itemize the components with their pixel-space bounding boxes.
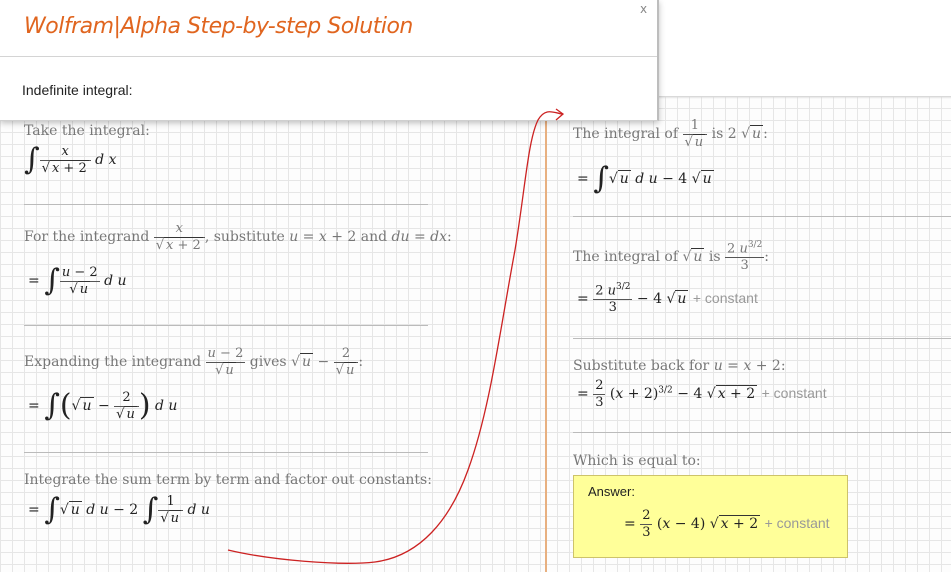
window-title: Wolfram|Alpha Step-by-step Solution: [24, 14, 413, 39]
header-panel: Wolfram|Alpha Step-by-step Solution Inde…: [0, 0, 659, 121]
step-1-text: Take the integral:: [24, 123, 150, 139]
step-7-divider: [573, 432, 951, 433]
step-5-divider: [573, 216, 951, 217]
step-6-math: = 2 u3/2 3 − 4 √ u + constant: [577, 282, 758, 315]
step-4-math: = ∫√ u d u − 2 ∫ 1 √ u d u: [28, 492, 210, 528]
step-8-text: Which is equal to:: [573, 453, 701, 469]
step-7-text: Substitute back for u = x + 2:: [573, 358, 786, 374]
constant-term: + constant: [764, 515, 830, 532]
answer-label: Answer:: [588, 484, 635, 499]
close-button[interactable]: x: [640, 2, 648, 16]
step-6-text: The integral of √ u is 2 u3/2 3:: [573, 240, 770, 273]
step-5-math: = ∫√ u d u − 4 √ u: [577, 161, 714, 196]
right-sheet-shadow: [545, 96, 951, 99]
step-2-text: For the integrand x √ x + 2, substitute u …: [24, 221, 452, 253]
header-divider: [0, 56, 657, 57]
problem-subtitle: Indefinite integral:: [22, 82, 133, 98]
answer-box: [573, 475, 848, 558]
constant-term: + constant: [692, 289, 758, 306]
step-3-math: = ∫(√ u − 2 √ u) d u: [28, 388, 178, 424]
step-1-divider: [24, 204, 428, 205]
step-3-text: Expanding the integrand u − 2 √ u gives √ u…: [24, 346, 364, 378]
step-2-divider: [24, 325, 428, 326]
step-4-text: Integrate the sum term by term and facto…: [24, 472, 432, 488]
constant-term: + constant: [761, 385, 827, 402]
right-sheet-margin-line: [545, 96, 547, 572]
step-6-divider: [573, 338, 951, 339]
step-3-divider: [24, 452, 428, 453]
step-5-text: The integral of 1 √ u is 2 √ u:: [573, 118, 768, 150]
step-1-math: ∫ x √ x + 2 d x: [24, 142, 117, 178]
step-2-math: = ∫ u − 2 √ u d u: [28, 263, 127, 299]
